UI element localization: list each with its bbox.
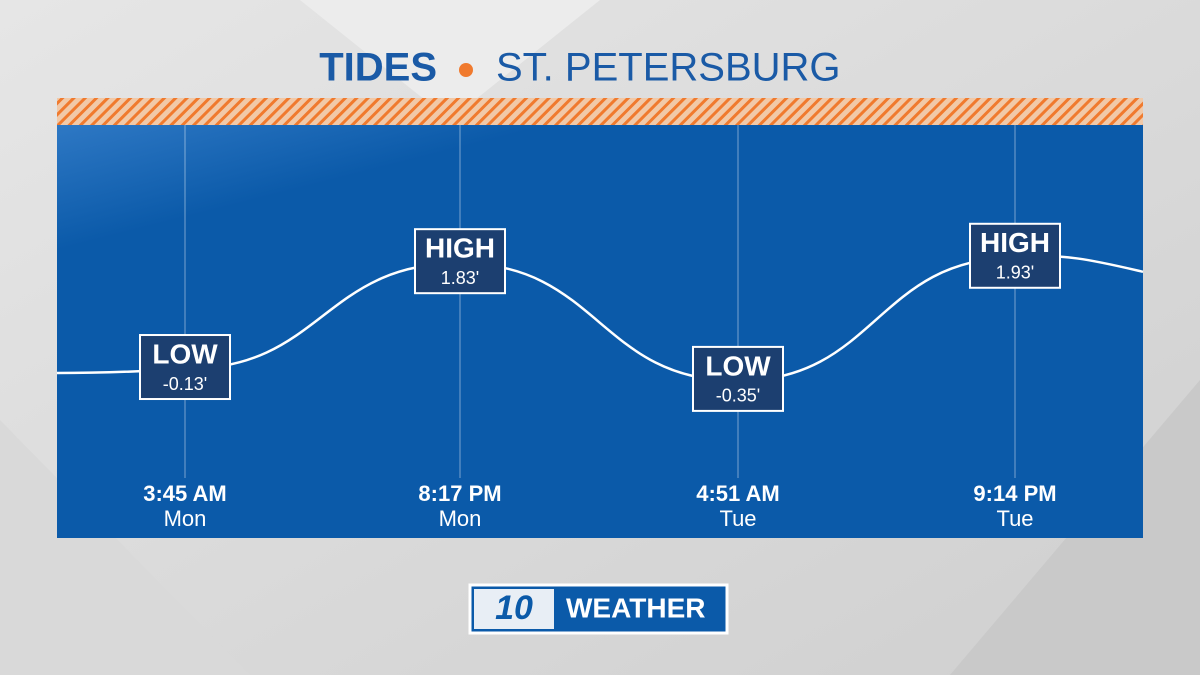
hatch-band [57, 98, 1143, 125]
x-tick-label: 9:14 PM [973, 481, 1056, 506]
tide-type: HIGH [425, 233, 495, 264]
separator-dot [459, 63, 473, 77]
tide-type: HIGH [980, 227, 1050, 258]
tide-marker [969, 222, 1061, 289]
bg-shape [300, 0, 600, 120]
tide-height: -0.35' [716, 386, 760, 406]
day-label: Tue [996, 506, 1033, 531]
tide-height: 1.93' [996, 263, 1034, 283]
tide-type: LOW [705, 350, 771, 381]
tide-marker [414, 228, 506, 295]
logo-text: WEATHER [566, 592, 705, 623]
day-label: Tue [719, 506, 756, 531]
x-tick-label: 3:45 AM [143, 481, 227, 506]
tide-type: LOW [152, 338, 218, 369]
day-label: Mon [164, 506, 207, 531]
x-tick-label: 4:51 AM [696, 481, 780, 506]
day-label: Mon [439, 506, 482, 531]
tide-height: 1.83' [441, 268, 479, 288]
tide-height: -0.13' [163, 374, 207, 394]
tide-marker [139, 334, 231, 401]
logo-number: 10 [495, 589, 533, 627]
x-tick-label: 8:17 PM [418, 481, 501, 506]
tide-curve [184, 256, 1016, 383]
logo-emblem [474, 589, 554, 629]
chart-subtitle: ST. PETERSBURG [496, 46, 841, 90]
tide-marker [692, 345, 784, 412]
chart-title: TIDES [319, 46, 437, 90]
chart-panel [57, 125, 1143, 538]
